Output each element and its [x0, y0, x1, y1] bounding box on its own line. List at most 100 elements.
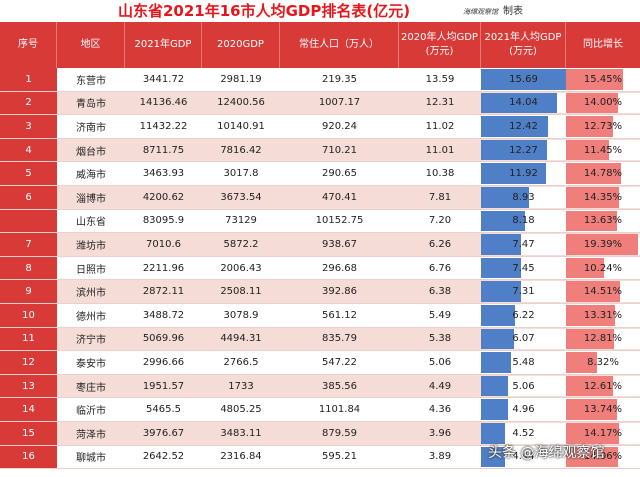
- growth-data-bar-cell: 14.51%: [566, 281, 640, 302]
- table-header: 序号 地区 2021年GDP 2020GDP 常住人口（万人） 2020年人均G…: [0, 22, 640, 68]
- cell-gdp2021: 83095.9: [142, 215, 185, 227]
- cell-pc2021: 12.27: [509, 144, 538, 156]
- growth-data-bar-cell: 14.78%: [566, 163, 640, 184]
- cell-gdp2021: 11432.22: [139, 120, 188, 132]
- growth-data-bar-cell: 19.39%: [566, 234, 640, 255]
- growth-data-bar: [566, 92, 618, 114]
- cell-region: 聊城市: [76, 453, 106, 465]
- cell-pc2020: 11.01: [425, 144, 455, 156]
- cell-seq: 16: [0, 445, 57, 469]
- cell-seq: 9: [0, 280, 57, 303]
- table-row: 16 聊城市 2642.52 2316.84 595.21 3.89 4.44 14.06%: [0, 445, 640, 470]
- cell-growth: 13.74%: [583, 404, 623, 416]
- cell-population: 219.35: [322, 73, 357, 85]
- cell-region: 潍坊市: [76, 240, 106, 252]
- cell-gdp2020: 10140.91: [217, 120, 265, 132]
- cell-population: 561.12: [322, 309, 357, 321]
- cell-pc2021: 7.31: [512, 286, 535, 298]
- cell-population: 547.22: [322, 356, 357, 368]
- cell-gdp2021: 2211.96: [142, 262, 185, 274]
- cell-population: 835.79: [322, 333, 357, 345]
- pc2021-data-bar: [481, 257, 522, 279]
- cell-gdp2020: 4494.31: [220, 333, 262, 345]
- growth-data-bar-cell: 13.63%: [566, 210, 640, 232]
- cell-seq: 11: [0, 327, 57, 351]
- cell-gdp2020: 4805.25: [220, 404, 262, 416]
- cell-gdp2020: 12400.56: [217, 97, 265, 109]
- table-row: 9 滨州市 2872.11 2508.11 392.86 6.38 7.31 14.51%: [0, 280, 640, 304]
- cell-gdp2021: 3463.93: [142, 168, 185, 180]
- pc2021-data-bar-cell: 12.42: [481, 116, 566, 137]
- cell-gdp2020: 7816.42: [220, 144, 262, 156]
- growth-data-bar: [566, 328, 614, 350]
- cell-population: 879.59: [322, 427, 357, 439]
- header-pc2021: 2021年人均GDP (万元): [481, 22, 566, 68]
- pc2021-data-bar-cell: 6.07: [481, 328, 566, 350]
- growth-data-bar-cell: 14.00%: [566, 92, 640, 114]
- cell-pc2021: 4.52: [512, 427, 535, 439]
- cell-seq: 3: [0, 115, 57, 138]
- table-row: 10 德州市 3488.72 3078.9 561.12 5.49 6.22 13.31%: [0, 304, 640, 328]
- cell-seq: 5: [0, 162, 57, 185]
- header-population: 常住人口（万人）: [280, 22, 399, 68]
- cell-region: 德州市: [76, 311, 106, 323]
- growth-data-bar: [566, 187, 620, 208]
- header-pc2020: 2020年人均GDP (万元): [399, 22, 481, 68]
- cell-seq: 10: [0, 304, 57, 327]
- header-gdp2021: 2021年GDP: [125, 22, 202, 68]
- cell-growth: 13.63%: [583, 215, 623, 227]
- pc2021-data-bar-cell: 7.45: [481, 257, 566, 279]
- pc2021-data-bar-cell: 5.48: [481, 352, 566, 373]
- title-bar: 山东省2021年16市人均GDP排名表(亿元) 海绵观察馆 制表: [0, 0, 640, 22]
- cell-gdp2021: 2996.66: [142, 356, 185, 368]
- cell-gdp2021: 3976.67: [142, 427, 185, 439]
- pc2021-data-bar: [481, 375, 509, 397]
- cell-pc2020: 10.38: [425, 168, 455, 180]
- cell-population: 595.21: [322, 451, 357, 463]
- cell-pc2021: 4.44: [512, 451, 535, 463]
- cell-population: 1007.17: [318, 97, 361, 109]
- growth-data-bar-cell: 12.81%: [566, 328, 640, 350]
- cell-growth: 14.17%: [583, 427, 623, 439]
- cell-region: 枣庄市: [76, 382, 106, 394]
- pc2021-data-bar-cell: 6.22: [481, 305, 566, 326]
- cell-growth: 12.61%: [583, 380, 623, 392]
- pc2021-data-bar-cell: 8.93: [481, 187, 566, 208]
- cell-seq: [0, 209, 57, 233]
- table-row: 6 淄博市 4200.62 3673.54 470.41 7.81 8.93 14.35%: [0, 186, 640, 210]
- cell-growth: 11.45%: [583, 144, 623, 156]
- pc2021-data-bar-cell: 11.92: [481, 163, 566, 184]
- cell-population: 1101.84: [318, 404, 361, 416]
- cell-pc2021: 4.96: [512, 404, 535, 416]
- cell-gdp2021: 2642.52: [142, 451, 185, 463]
- pc2021-data-bar: [481, 305, 515, 326]
- growth-data-bar-cell: 14.06%: [566, 446, 640, 468]
- cell-seq: 6: [0, 186, 57, 209]
- cell-pc2021: 14.04: [509, 97, 538, 109]
- cell-pc2021: 5.06: [512, 380, 535, 392]
- growth-data-bar-cell: 12.61%: [566, 375, 640, 397]
- pc2021-data-bar-cell: 4.96: [481, 399, 566, 420]
- cell-population: 470.41: [322, 191, 357, 203]
- cell-population: 392.86: [322, 286, 357, 298]
- cell-gdp2021: 3488.72: [142, 309, 185, 321]
- cell-pc2021: 11.92: [509, 168, 538, 180]
- cell-gdp2020: 73129: [225, 215, 257, 227]
- pc2021-data-bar: [481, 446, 506, 468]
- cell-region: 菏泽市: [76, 429, 106, 441]
- cell-population: 290.65: [322, 168, 357, 180]
- cell-pc2020: 7.20: [428, 215, 452, 227]
- cell-seq: 1: [0, 68, 57, 91]
- cell-growth: 12.73%: [583, 120, 623, 132]
- cell-pc2021: 6.22: [512, 309, 535, 321]
- cell-growth: 14.51%: [583, 286, 623, 298]
- cell-growth: 13.31%: [583, 309, 623, 321]
- cell-pc2021: 6.07: [512, 333, 535, 345]
- cell-gdp2020: 2766.5: [223, 356, 259, 368]
- growth-data-bar: [566, 210, 617, 232]
- pc2021-data-bar: [481, 187, 530, 208]
- pc2021-data-bar: [481, 399, 508, 420]
- cell-seq: 14: [0, 398, 57, 421]
- header-growth: 同比增长: [583, 39, 623, 50]
- table-row: 15 菏泽市 3976.67 3483.11 879.59 3.96 4.52 14.17%: [0, 422, 640, 446]
